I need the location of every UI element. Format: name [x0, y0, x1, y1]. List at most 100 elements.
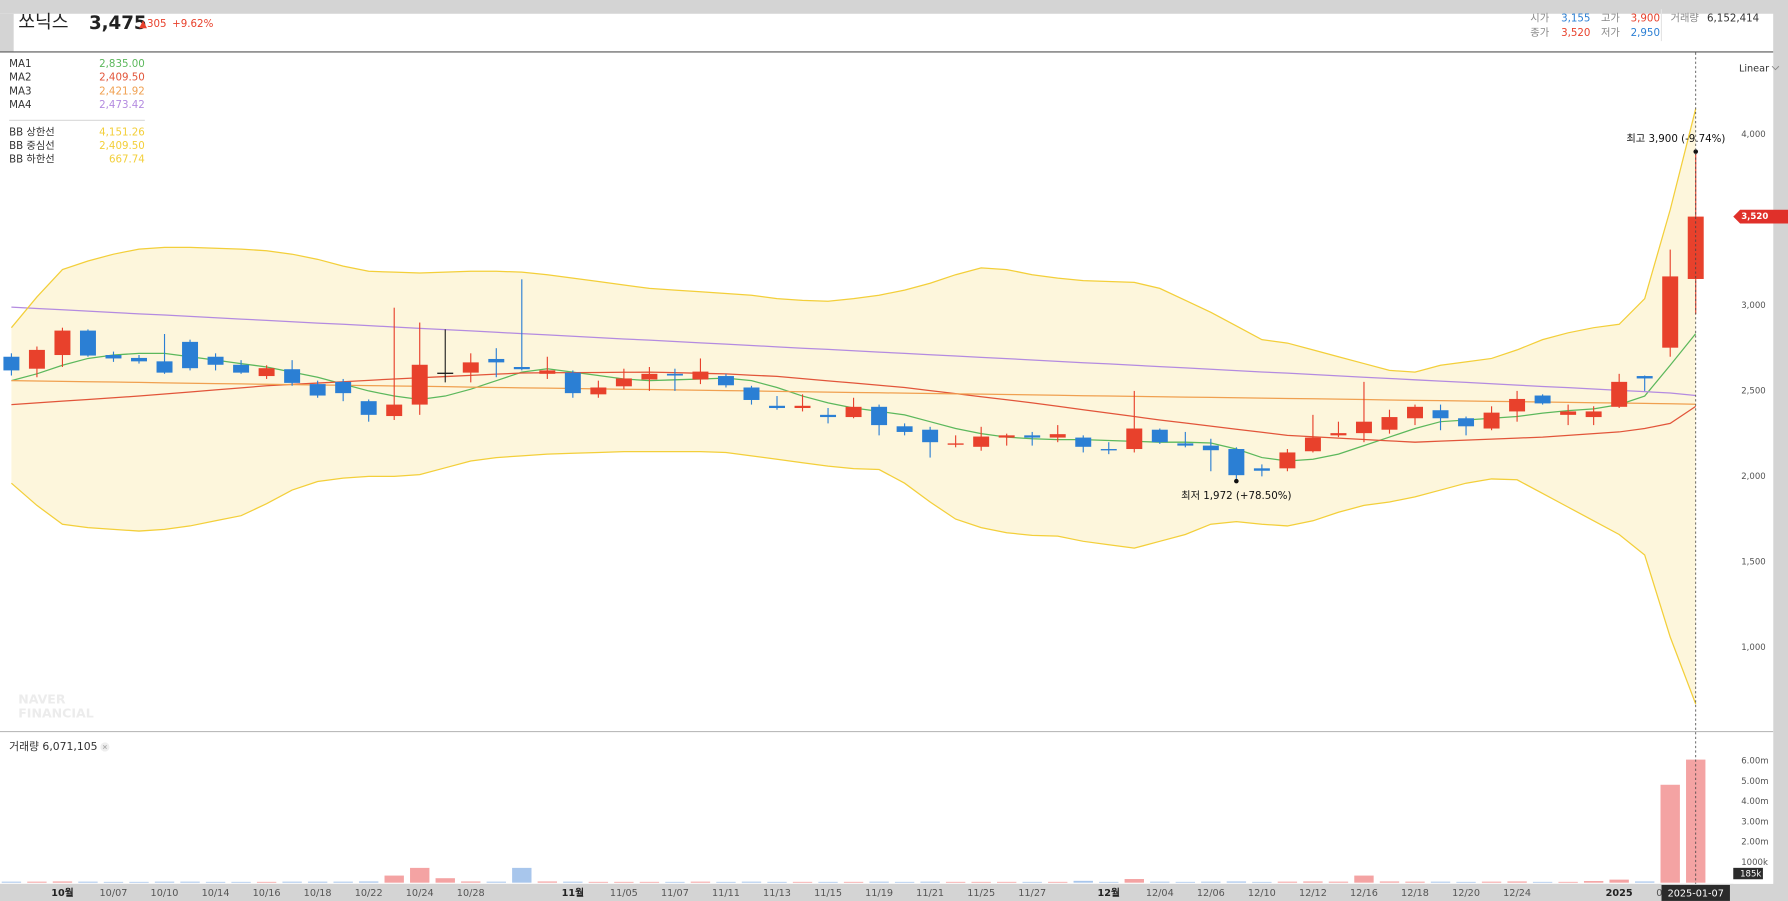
volume-bar: [716, 881, 736, 883]
volume-bar: [1660, 784, 1680, 883]
volume-bar: [920, 881, 940, 883]
volume-bar: [1507, 881, 1527, 883]
y-tick-label: 3,000: [1741, 301, 1765, 311]
volume-bar: [1481, 881, 1502, 883]
candle-body: [1075, 437, 1092, 447]
candle-body: [488, 358, 505, 363]
volume-bar: [1328, 881, 1349, 883]
volume-bar: [282, 881, 302, 883]
candle-body: [258, 368, 275, 377]
candle-body: [717, 376, 734, 386]
legend-name: MA1: [9, 58, 31, 70]
info-label: 고가: [1601, 12, 1620, 24]
candle-body: [360, 401, 377, 415]
scale-label[interactable]: Linear: [1739, 63, 1769, 74]
volume-bar: [1303, 881, 1323, 883]
candle-body: [1151, 429, 1168, 443]
x-tick-label: 12/24: [1503, 888, 1531, 899]
volume-tick-label: 3.00m: [1741, 817, 1768, 827]
candle-body: [845, 406, 862, 418]
legend-value: 2,835.00: [99, 58, 145, 70]
candle-body: [1611, 381, 1628, 407]
x-tick-label: 12/10: [1248, 888, 1276, 899]
x-tick-label: 10월: [51, 887, 73, 899]
close-icon[interactable]: [100, 742, 110, 752]
stock-name: 쏘닉스: [18, 12, 68, 33]
close-icon-x[interactable]: [102, 744, 107, 750]
volume-bar: [512, 867, 532, 883]
candle-body: [922, 429, 939, 443]
candle-body: [1024, 435, 1041, 438]
scale-chevron[interactable]: [1771, 65, 1780, 71]
overlay-layer: 최고 3,900 (-9.74%) 최저 1,972 (+78.50%) 3,520…: [1181, 52, 1788, 901]
candle-body: [641, 373, 658, 380]
candle-body: [335, 381, 352, 394]
legend-value: 2,409.50: [99, 72, 145, 84]
candle-body: [820, 414, 837, 418]
x-tick-label: 12/18: [1401, 888, 1429, 899]
volume-tick-label: 6.00m: [1741, 757, 1768, 767]
legend-name: BB 하한선: [9, 153, 55, 166]
candle-body: [284, 369, 301, 383]
volume-bar: [1201, 881, 1221, 883]
volume-bar: [1686, 759, 1706, 883]
volume-bar: [180, 881, 200, 883]
legend: MA1 2,835.00 MA2 2,409.50 MA3 2,421.92 MA4 2,47…: [9, 58, 145, 166]
x-tick-label: 11/07: [661, 888, 689, 899]
candle-body: [1636, 376, 1653, 379]
volume-bar: [205, 881, 226, 883]
volume-bar: [1609, 879, 1629, 883]
candle-body: [1279, 452, 1296, 469]
volume-bar: [358, 881, 379, 883]
candle-body: [1509, 398, 1526, 412]
x-tick-label: 12/16: [1350, 888, 1378, 899]
volume-bar: [614, 881, 634, 883]
candle-body: [564, 372, 581, 394]
x-tick-label: 10/07: [100, 888, 128, 899]
volume-bar: [1175, 881, 1196, 883]
volume-bar: [665, 881, 685, 883]
candle-body: [3, 356, 20, 371]
candle-layer: [3, 151, 1704, 482]
candle-body: [743, 387, 760, 400]
candle-body: [1458, 418, 1475, 427]
volume-bar: [78, 881, 98, 883]
volume-bar: [333, 881, 353, 883]
y-tick-label: 2,500: [1741, 386, 1765, 396]
frame-left: [0, 13, 14, 52]
legend-value: 2,473.42: [99, 99, 145, 111]
y-tick-label: 1,000: [1741, 643, 1765, 653]
y-tick-label: 4,000: [1741, 130, 1765, 140]
volume-tick-label: 2.00m: [1741, 838, 1768, 848]
volume-bar: [1099, 881, 1119, 883]
volume-bar: [1048, 881, 1068, 883]
candle-body: [131, 357, 147, 362]
x-tick-label: 11/11: [712, 888, 740, 899]
ma-line: [10, 450, 1697, 705]
volume-bar: [1634, 881, 1655, 883]
volume-bar: [1354, 875, 1374, 883]
volume-bar: [767, 881, 787, 883]
candle-body: [1202, 445, 1219, 451]
volume-bar: [410, 867, 430, 883]
x-tick-label: 11/25: [967, 888, 995, 899]
volume-bar: [256, 881, 277, 883]
x-tick-label: 11/13: [763, 888, 791, 899]
volume-bar: [1226, 881, 1247, 883]
info-value: 3,900: [1631, 12, 1660, 24]
watermark: NAVER: [18, 692, 66, 707]
scale-button[interactable]: Linear: [1739, 63, 1780, 74]
volume-bar: [1532, 881, 1553, 883]
candle-body: [1330, 433, 1347, 436]
y-tick-label: 1,500: [1741, 557, 1765, 567]
price-change: ▲305: [139, 18, 166, 30]
info-value: 6,152,414: [1707, 12, 1759, 24]
candle-body: [1432, 410, 1449, 419]
ma-line: [11, 306, 1696, 397]
volume-tick-label: 4.00m: [1741, 797, 1768, 807]
candle-body: [1585, 411, 1602, 418]
candle-body: [54, 330, 71, 356]
candle-body: [1049, 434, 1066, 438]
